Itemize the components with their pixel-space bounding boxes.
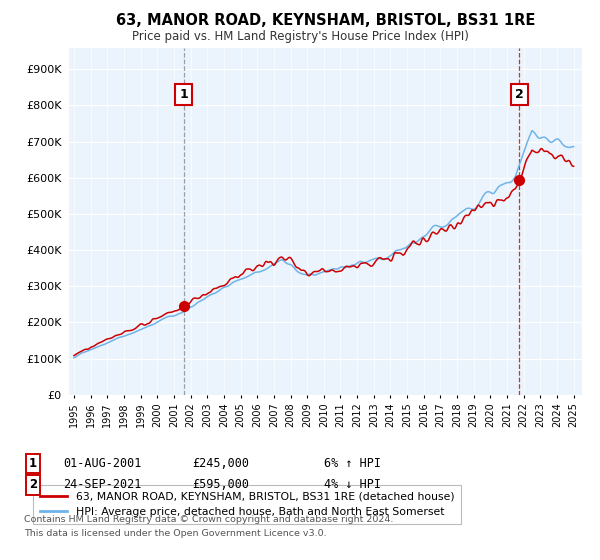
Text: This data is licensed under the Open Government Licence v3.0.: This data is licensed under the Open Gov… bbox=[24, 529, 326, 538]
Title: 63, MANOR ROAD, KEYNSHAM, BRISTOL, BS31 1RE: 63, MANOR ROAD, KEYNSHAM, BRISTOL, BS31 … bbox=[116, 13, 535, 29]
Text: Contains HM Land Registry data © Crown copyright and database right 2024.: Contains HM Land Registry data © Crown c… bbox=[24, 515, 394, 524]
Text: 2: 2 bbox=[515, 88, 524, 101]
Text: 01-AUG-2001: 01-AUG-2001 bbox=[63, 457, 142, 470]
Text: 24-SEP-2021: 24-SEP-2021 bbox=[63, 478, 142, 492]
Text: £245,000: £245,000 bbox=[192, 457, 249, 470]
Text: 1: 1 bbox=[29, 457, 37, 470]
Text: 4% ↓ HPI: 4% ↓ HPI bbox=[324, 478, 381, 492]
Text: 6% ↑ HPI: 6% ↑ HPI bbox=[324, 457, 381, 470]
Text: £595,000: £595,000 bbox=[192, 478, 249, 492]
Text: 1: 1 bbox=[179, 88, 188, 101]
Text: 2: 2 bbox=[29, 478, 37, 492]
Legend: 63, MANOR ROAD, KEYNSHAM, BRISTOL, BS31 1RE (detached house), HPI: Average price: 63, MANOR ROAD, KEYNSHAM, BRISTOL, BS31 … bbox=[34, 486, 461, 524]
Text: Price paid vs. HM Land Registry's House Price Index (HPI): Price paid vs. HM Land Registry's House … bbox=[131, 30, 469, 43]
